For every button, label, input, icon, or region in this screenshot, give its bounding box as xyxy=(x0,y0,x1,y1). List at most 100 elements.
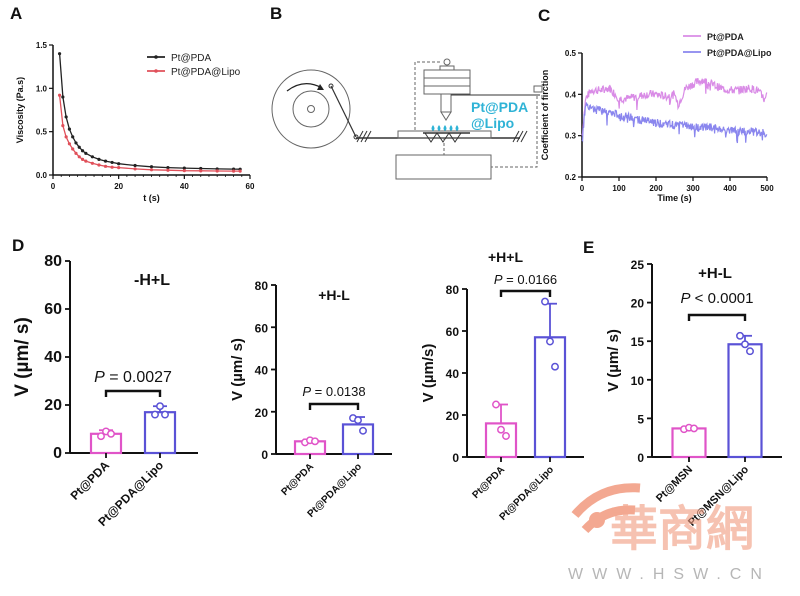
x-tick-label: 200 xyxy=(649,184,663,193)
data-point xyxy=(551,362,559,371)
y-tick-label: 0 xyxy=(261,448,268,462)
data-point xyxy=(103,159,108,163)
y-tick-label: 20 xyxy=(631,297,645,311)
x-axis-label: t (s) xyxy=(143,193,160,203)
series-line-0 xyxy=(58,53,241,170)
p-value-annotation: P = 0.0027 xyxy=(94,369,172,386)
x-category-label: Pt@PDA xyxy=(279,461,316,498)
y-tick-label: 5 xyxy=(637,412,644,426)
data-point xyxy=(97,163,101,167)
data-point xyxy=(149,168,154,172)
disc-center xyxy=(307,105,315,113)
data-point xyxy=(67,142,72,146)
data-point xyxy=(182,169,186,173)
crank-pin xyxy=(328,83,334,89)
base-unit xyxy=(395,154,492,180)
data-point xyxy=(61,95,65,99)
chart-title: +H-L xyxy=(318,287,350,303)
data-point xyxy=(97,432,105,441)
legend-label: Pt@PDA@Lipo xyxy=(171,67,241,78)
data-point xyxy=(64,115,68,119)
watermark: 華商網 WWW.HSW.CN xyxy=(568,483,762,583)
p-symbol: P xyxy=(302,384,311,399)
bar xyxy=(341,423,375,456)
data-point xyxy=(57,93,62,97)
x-tick-label: 500 xyxy=(760,184,774,193)
data-point xyxy=(107,429,115,438)
data-point xyxy=(117,166,121,170)
p-value-annotation: P = 0.0138 xyxy=(302,384,365,399)
bar xyxy=(727,343,763,459)
p-value-text: = 0.0027 xyxy=(105,369,172,386)
x-tick-label: 40 xyxy=(180,182,189,191)
y-tick-label: 0 xyxy=(452,451,459,465)
y-tick-label: 0.3 xyxy=(565,132,577,141)
y-tick-label: 0.2 xyxy=(565,173,577,182)
p-symbol: P xyxy=(494,272,503,287)
y-tick-label: 25 xyxy=(631,258,645,272)
y-tick-label: 0 xyxy=(53,445,62,462)
y-tick-label: 80 xyxy=(446,283,460,297)
bar xyxy=(533,336,567,459)
chart-title: +H-L xyxy=(698,265,732,282)
x-tick-label: 0 xyxy=(51,182,56,191)
sensor-box xyxy=(533,85,543,93)
lubricant-label-line2: @Lipo xyxy=(471,115,514,131)
legend-marker xyxy=(154,55,158,59)
x-tick-label: 20 xyxy=(114,182,123,191)
data-point xyxy=(311,437,319,446)
y-tick-label: 0 xyxy=(637,451,644,465)
data-point xyxy=(546,337,554,346)
y-tick-label: 0.4 xyxy=(565,90,577,99)
rod-joint xyxy=(353,134,359,140)
sample-plate xyxy=(397,130,492,139)
panel-label-a: A xyxy=(10,4,23,23)
panel-label-b: B xyxy=(270,4,283,23)
data-point xyxy=(151,410,159,419)
data-point xyxy=(117,162,121,166)
y-axis-label: V (µm/ s) xyxy=(229,338,246,401)
y-tick-label: 40 xyxy=(446,367,460,381)
data-point xyxy=(199,166,203,171)
data-point xyxy=(71,147,75,151)
y-tick-label: 10 xyxy=(631,374,645,388)
data-point xyxy=(238,169,242,173)
y-tick-label: 80 xyxy=(255,279,269,293)
panel-label-e: E xyxy=(583,238,595,257)
data-point xyxy=(161,410,169,419)
arrow-head-icon xyxy=(317,84,324,90)
legend-label: Pt@PDA@Lipo xyxy=(707,48,772,58)
chart-friction: 0 100 200 300 400 500 0.2 0.3 0.4 0.5 Time (s) Coef… xyxy=(540,32,774,203)
data-point xyxy=(492,400,500,409)
x-axis-label: Time (s) xyxy=(657,193,691,203)
data-point xyxy=(736,331,744,340)
p-symbol: P xyxy=(681,290,691,307)
textured-surface xyxy=(424,132,462,143)
data-point xyxy=(182,166,186,170)
liquid-drops xyxy=(431,125,459,131)
data-point xyxy=(110,165,114,169)
y-axis-label: V (µm/ s) xyxy=(605,329,622,392)
probe-shaft xyxy=(440,93,452,113)
data-point xyxy=(133,163,137,168)
y-axis-label: V (µm/ s) xyxy=(12,317,33,397)
ground-hatch-left xyxy=(356,130,372,143)
p-value-annotation: P = 0.0166 xyxy=(494,272,557,287)
data-point xyxy=(74,151,78,155)
bar xyxy=(89,432,123,455)
x-tick-label: 100 xyxy=(612,184,626,193)
data-point xyxy=(84,159,88,163)
probe-tip xyxy=(440,111,452,121)
p-symbol: P xyxy=(94,369,105,386)
x-tick-label: 400 xyxy=(723,184,737,193)
data-point xyxy=(231,169,236,173)
p-value-text: = 0.0166 xyxy=(503,272,558,287)
series-line-1 xyxy=(581,102,768,144)
x-category-label: Pt@PDA xyxy=(68,458,113,503)
x-category-label: Pt@MSN xyxy=(654,464,695,505)
data-point xyxy=(74,141,78,145)
disc-outer xyxy=(271,69,351,149)
data-point xyxy=(67,127,72,131)
